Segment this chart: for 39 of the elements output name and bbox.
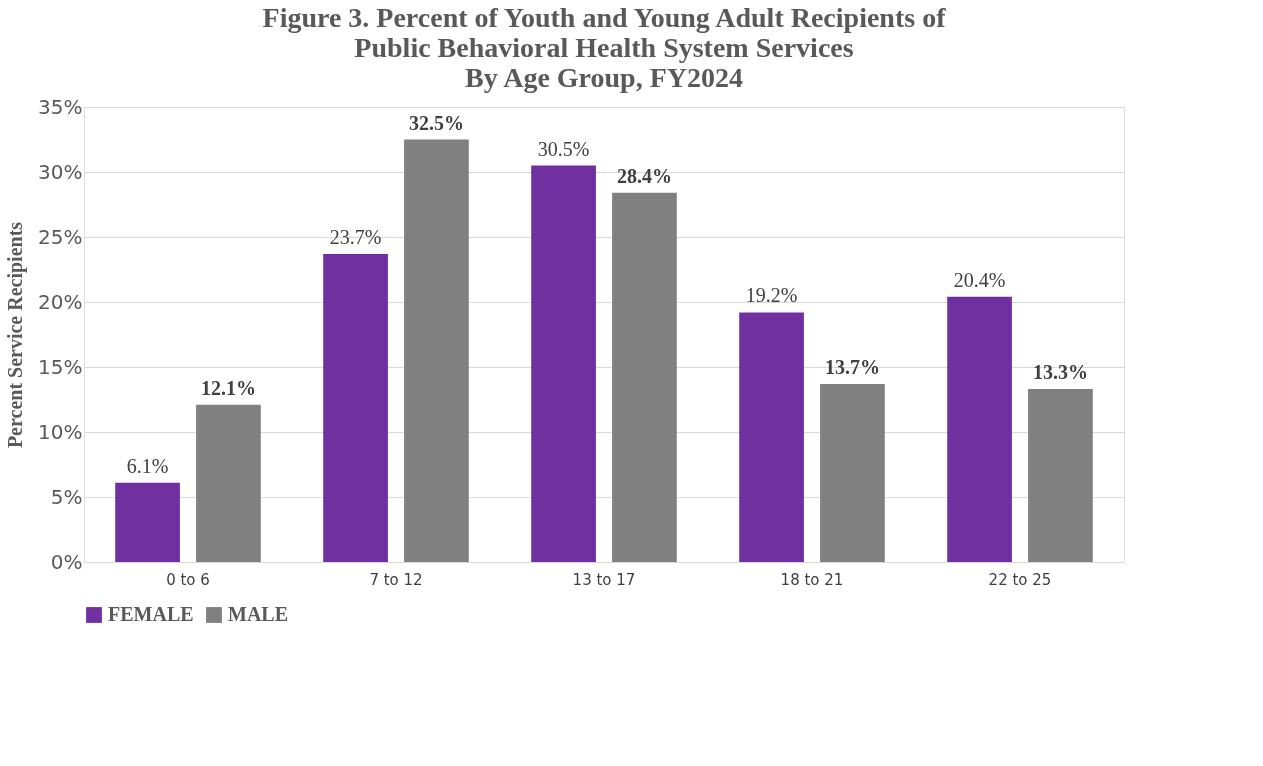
data-label: 13.7%	[824, 355, 880, 378]
bar	[947, 296, 1012, 562]
data-label: 28.4%	[616, 164, 672, 187]
y-axis-title: Percent Service Recipients	[4, 221, 28, 449]
bar	[404, 139, 469, 562]
x-tick-label: 22 to 25	[988, 570, 1052, 589]
y-tick-label: 20%	[38, 289, 83, 314]
y-tick-label: 30%	[38, 159, 83, 184]
x-tick-label: 13 to 17	[572, 570, 636, 589]
bar	[820, 383, 885, 562]
y-tick-label: 5%	[50, 484, 83, 509]
text: By Age Group, FY2024	[465, 62, 743, 93]
text: Figure 3. Percent of Youth and Young Adult Recipients of	[262, 2, 946, 33]
y-tick-label: 0%	[50, 549, 83, 574]
x-tick-label: 18 to 21	[780, 570, 844, 589]
y-tick-label: 10%	[38, 419, 83, 444]
bar	[115, 482, 180, 562]
data-label: 23.7%	[329, 225, 382, 248]
data-label: 6.1%	[126, 454, 169, 477]
legend-label: FEMALE	[108, 603, 194, 625]
bar	[739, 312, 804, 562]
legend-label: MALE	[228, 603, 288, 625]
data-label: 32.5%	[408, 111, 464, 134]
bar	[323, 253, 388, 562]
data-label: 19.2%	[745, 284, 798, 307]
bar	[612, 192, 677, 562]
y-tick-label: 25%	[38, 224, 83, 249]
x-tick-label: 0 to 6	[166, 570, 210, 589]
data-label: 12.1%	[200, 376, 256, 399]
data-label: 30.5%	[537, 137, 590, 160]
text: Public Behavioral Health System Services	[354, 32, 854, 63]
y-tick-label: 35%	[38, 94, 83, 119]
data-label: 13.3%	[1032, 361, 1088, 384]
y-tick-label: 15%	[38, 354, 83, 379]
bar	[196, 404, 261, 562]
bar	[1028, 389, 1093, 562]
x-tick-label: 7 to 12	[369, 570, 423, 589]
data-label: 20.4%	[953, 268, 1006, 291]
bar	[531, 165, 596, 562]
